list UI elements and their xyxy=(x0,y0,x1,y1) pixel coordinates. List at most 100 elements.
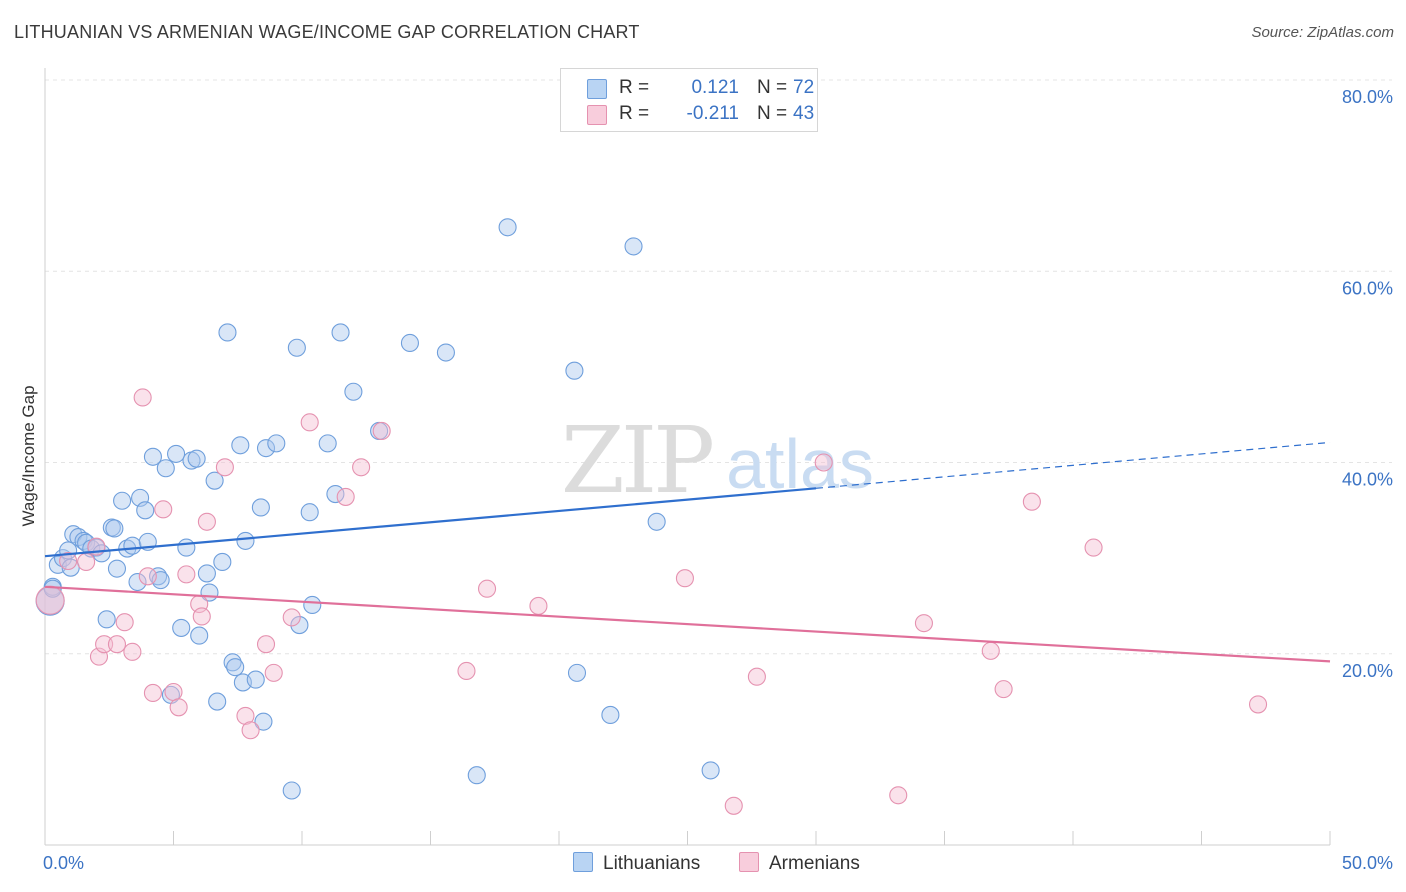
point-armenians-41 xyxy=(1248,695,1268,714)
point-armenians-28 xyxy=(372,421,391,440)
point-lithuanians-70 xyxy=(701,761,720,780)
axes xyxy=(44,68,1331,846)
point-lithuanians-41 xyxy=(223,653,242,672)
point-lithuanians-38 xyxy=(208,692,227,711)
legend-n-value: 72 xyxy=(793,77,815,98)
point-armenians-29 xyxy=(457,661,476,681)
point-armenians-9 xyxy=(133,388,152,407)
point-armenians-40 xyxy=(1084,538,1103,557)
point-armenians-8 xyxy=(123,642,142,661)
point-lithuanians-68 xyxy=(624,237,643,256)
chart-title: LITHUANIAN VS ARMENIAN WAGE/INCOME GAP C… xyxy=(14,22,640,42)
point-lithuanians-33 xyxy=(187,449,206,468)
point-armenians-24 xyxy=(282,608,301,627)
watermark-atlas: atlas xyxy=(726,425,874,503)
point-lithuanians-56 xyxy=(318,434,337,453)
point-lithuanians-31 xyxy=(177,538,196,557)
point-lithuanians-57 xyxy=(326,485,345,504)
point-lithuanians-29 xyxy=(167,444,186,463)
point-lithuanians-37 xyxy=(205,471,224,490)
point-armenians-0 xyxy=(35,585,65,615)
point-lithuanians-17 xyxy=(113,491,132,510)
point-armenians-12 xyxy=(154,500,173,519)
point-lithuanians-64 xyxy=(498,218,517,237)
point-lithuanians-40 xyxy=(218,323,237,342)
point-armenians-13 xyxy=(164,682,183,702)
point-lithuanians-43 xyxy=(231,436,250,455)
legend-swatch-blue xyxy=(587,79,607,99)
legend-n-label: N = xyxy=(757,77,788,98)
bottom-swatch-pink xyxy=(739,852,759,872)
point-lithuanians-19 xyxy=(123,536,142,555)
point-armenians-11 xyxy=(143,683,162,703)
point-armenians-35 xyxy=(889,786,908,805)
y-tick-label-1: 40.0% xyxy=(1342,470,1393,490)
point-lithuanians-9 xyxy=(77,533,96,552)
bottom-legend-lithuanians: Lithuanians xyxy=(573,852,700,875)
point-lithuanians-20 xyxy=(128,572,147,592)
y-tick-label-2: 60.0% xyxy=(1342,278,1393,298)
point-armenians-21 xyxy=(241,721,260,740)
bottom-legend-label: Lithuanians xyxy=(603,853,701,874)
legend-r-value: -0.211 xyxy=(686,103,739,124)
bottom-legend-label: Armenians xyxy=(769,853,860,874)
point-armenians-36 xyxy=(914,614,933,633)
x-tick-label-1: 50.0% xyxy=(1342,853,1393,873)
legend-n-label: N = xyxy=(757,103,788,124)
point-armenians-5 xyxy=(95,635,114,654)
point-lithuanians-22 xyxy=(136,501,155,520)
point-lithuanians-24 xyxy=(143,447,162,466)
trend-line-armenians xyxy=(44,585,1331,663)
point-lithuanians-39 xyxy=(213,552,232,572)
point-lithuanians-27 xyxy=(156,459,175,478)
point-armenians-20 xyxy=(236,706,255,725)
point-armenians-39 xyxy=(1022,492,1041,511)
point-lithuanians-54 xyxy=(300,503,319,522)
legend-r-label: R = xyxy=(619,103,650,124)
point-lithuanians-69 xyxy=(647,512,666,531)
point-lithuanians-58 xyxy=(331,323,350,342)
point-armenians-15 xyxy=(177,565,196,584)
watermark-zip: ZIP xyxy=(561,407,712,514)
point-lithuanians-63 xyxy=(467,766,486,785)
point-armenians-23 xyxy=(264,663,283,682)
trend-line-lithuanians-extension xyxy=(815,441,1331,489)
point-armenians-7 xyxy=(115,613,134,632)
point-armenians-25 xyxy=(300,413,319,432)
grid-lines xyxy=(45,79,1392,655)
point-armenians-6 xyxy=(107,635,127,654)
point-armenians-19 xyxy=(215,458,234,477)
point-armenians-10 xyxy=(138,567,157,586)
point-armenians-22 xyxy=(256,635,276,654)
point-lithuanians-55 xyxy=(303,595,322,615)
series-lithuanians xyxy=(35,218,720,800)
point-lithuanians-47 xyxy=(251,498,270,517)
point-lithuanians-30 xyxy=(172,618,191,637)
point-lithuanians-13 xyxy=(97,610,116,629)
y-tick-label-0: 20.0% xyxy=(1342,661,1393,681)
correlation-legend: R = 0.121 N = 72 R = -0.211 N = 43 xyxy=(560,68,818,132)
point-armenians-38 xyxy=(994,680,1013,699)
point-lithuanians-51 xyxy=(282,781,301,800)
point-lithuanians-67 xyxy=(601,705,620,725)
point-armenians-2 xyxy=(77,552,96,572)
point-armenians-18 xyxy=(197,512,216,531)
point-armenians-42 xyxy=(814,453,833,472)
point-lithuanians-16 xyxy=(107,559,127,578)
point-armenians-32 xyxy=(675,569,694,588)
point-armenians-33 xyxy=(724,796,743,815)
point-lithuanians-34 xyxy=(190,626,209,645)
point-armenians-26 xyxy=(336,487,355,506)
source-label: Source: ZipAtlas.com xyxy=(1251,24,1394,41)
point-lithuanians-6 xyxy=(64,525,83,544)
legend-r-label: R = xyxy=(619,77,650,98)
point-lithuanians-52 xyxy=(287,338,306,357)
point-armenians-1 xyxy=(59,551,78,571)
legend-r-value: 0.121 xyxy=(691,77,739,98)
trend-lines xyxy=(44,441,1331,663)
point-lithuanians-46 xyxy=(246,670,265,689)
point-lithuanians-62 xyxy=(436,343,455,362)
point-lithuanians-59 xyxy=(344,382,363,401)
point-lithuanians-45 xyxy=(236,531,255,550)
